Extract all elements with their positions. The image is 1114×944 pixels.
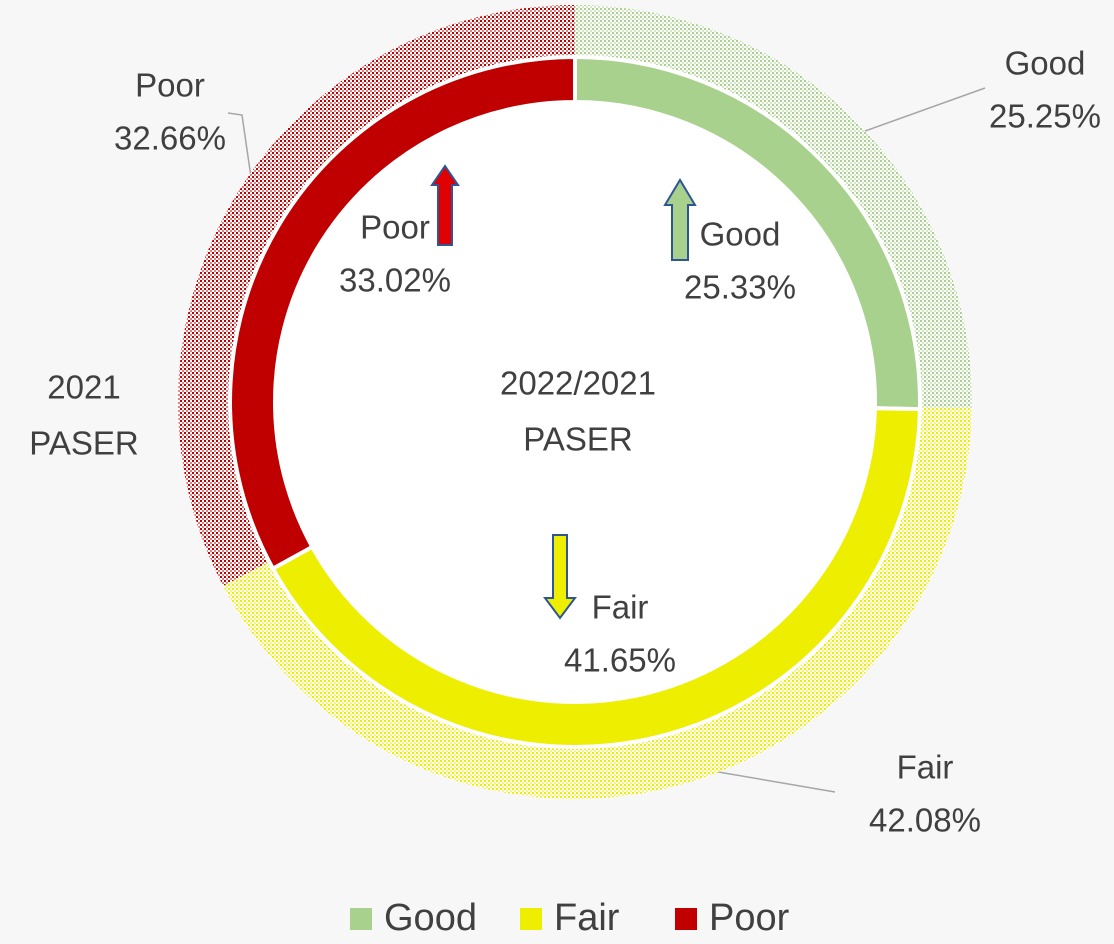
- data-label: 41.65%: [564, 642, 676, 679]
- center-label: PASER: [523, 421, 632, 458]
- hole: [275, 102, 875, 702]
- legend-swatch: [350, 908, 372, 930]
- ring-label: 2021: [47, 369, 120, 406]
- donut-segment: [228, 54, 577, 572]
- donut-segment: [575, 5, 972, 409]
- outer-ring: [178, 5, 972, 799]
- legend-swatch: [675, 908, 697, 930]
- data-label-name: Good: [700, 216, 781, 253]
- down-arrow: [543, 534, 577, 620]
- ring-label: PASER: [29, 425, 138, 462]
- legend-swatch: [520, 908, 542, 930]
- donut-segment: [223, 407, 972, 799]
- data-label: 32.66%: [114, 120, 226, 157]
- data-label: 25.33%: [684, 269, 796, 306]
- data-label-name: Good: [1005, 45, 1086, 82]
- donut-segment: [178, 5, 576, 586]
- data-label: 25.25%: [989, 98, 1101, 135]
- data-label-name: Poor: [360, 209, 430, 246]
- legend-text: Fair: [554, 897, 620, 939]
- up-arrow: [663, 178, 697, 261]
- data-label: 33.02%: [339, 262, 451, 299]
- center-label: 2022/2021: [500, 365, 656, 402]
- data-label-name: Fair: [897, 749, 954, 786]
- legend-text: Poor: [709, 897, 790, 939]
- legend-text: Good: [384, 897, 477, 939]
- data-label-name: Fair: [592, 589, 649, 626]
- data-label: 42.08%: [869, 802, 981, 839]
- up-arrow: [430, 164, 460, 246]
- inner-ring: [228, 54, 922, 749]
- data-label-name: Poor: [135, 67, 205, 104]
